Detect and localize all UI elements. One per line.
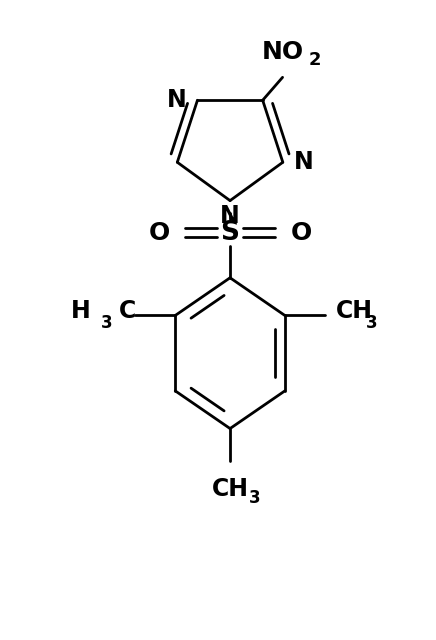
Text: 2: 2 [309,51,322,70]
Text: N: N [167,88,187,112]
Text: 3: 3 [366,314,377,332]
Text: N: N [220,204,240,228]
Text: N: N [294,150,313,174]
Text: CH: CH [211,477,249,500]
Text: 3: 3 [249,489,261,507]
Text: C: C [119,299,136,323]
Text: O: O [149,221,170,244]
Text: O: O [290,221,312,244]
Text: NO: NO [262,40,303,64]
Text: CH: CH [336,299,373,323]
Text: 3: 3 [101,314,112,332]
Text: H: H [71,299,91,323]
Text: S: S [221,220,239,246]
